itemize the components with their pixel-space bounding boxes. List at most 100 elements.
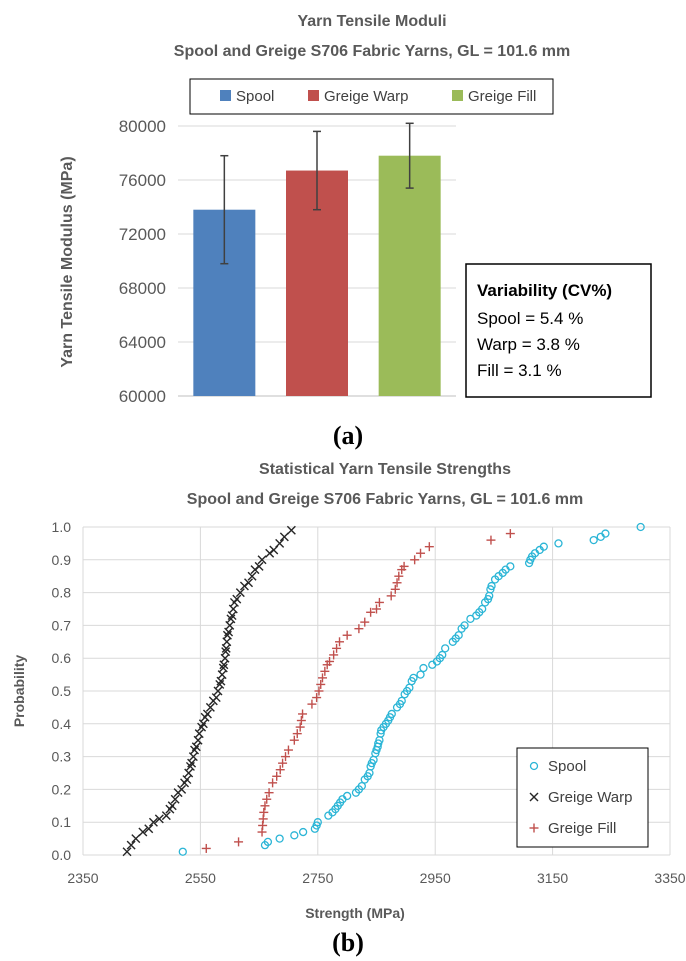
chart-b-point-greige-fill: [416, 548, 426, 558]
chart-b-point-greige-fill: [283, 745, 293, 755]
chart-a-legend-swatch: [452, 90, 463, 101]
chart-b-point-greige-warp: [126, 840, 136, 850]
chart-a-legend-swatch: [220, 90, 231, 101]
chart-b-point-greige-fill: [424, 542, 434, 552]
chart-b-point-greige-fill: [332, 643, 342, 653]
chart-b-point-spool: [454, 631, 463, 640]
chart-b-point-spool: [506, 562, 515, 571]
chart-b-point-greige-fill: [312, 693, 322, 703]
chart-b-point-greige-fill: [335, 637, 345, 647]
chart-a-legend: Spool Greige Warp Greige Fill: [189, 78, 554, 115]
chart-b: Statistical Yarn Tensile Strengths Spool…: [11, 461, 686, 957]
chart-b-point-greige-warp: [232, 594, 242, 604]
chart-b-point-greige-fill: [366, 607, 376, 617]
chart-b-point-greige-warp: [247, 571, 257, 581]
chart-b-point-greige-warp: [144, 824, 154, 834]
chart-b-point-greige-fill: [399, 561, 409, 571]
chart-a-panel-label: (a): [333, 421, 363, 450]
chart-b-point-greige-fill: [354, 624, 364, 634]
chart-b-point-spool: [419, 663, 428, 673]
chart-b-point-greige-warp: [211, 693, 221, 703]
chart-b-point-greige-warp: [161, 811, 171, 821]
chart-b-point-greige-fill: [292, 729, 302, 739]
chart-b-ytick-label: 0.7: [52, 617, 72, 633]
chart-b-point-greige-warp: [257, 555, 267, 565]
chart-b-point-greige-fill: [394, 571, 404, 581]
chart-b-point-greige-warp: [286, 525, 296, 535]
chart-b-point-spool: [487, 581, 496, 591]
chart-b-point-spool: [554, 539, 563, 548]
chart-a-variability-box: [465, 263, 652, 398]
chart-b-y-axis-title: Probability: [11, 655, 27, 728]
chart-b-ytick-label: 0.9: [52, 552, 72, 568]
chart-a-ytick-label: 60000: [119, 387, 166, 406]
chart-a-legend-swatch: [308, 90, 319, 101]
chart-b-point-spool: [409, 673, 418, 683]
chart-a-variability-warp: Warp = 3.8 %: [477, 335, 580, 354]
chart-b-point-spool: [313, 818, 322, 827]
chart-b-xtick-label: 2750: [302, 870, 333, 886]
chart-a-legend-label: Greige Fill: [468, 88, 536, 105]
chart-b-ytick-label: 0.0: [52, 847, 72, 863]
chart-b-point-greige-fill: [272, 771, 282, 781]
chart-a-variability-fill: Fill = 3.1 %: [477, 361, 562, 380]
chart-b-point-greige-warp: [279, 532, 289, 542]
chart-b-point-greige-warp: [275, 538, 285, 548]
chart-b-point-greige-fill: [298, 709, 308, 719]
chart-b-point-greige-fill: [329, 650, 339, 660]
chart-b-ytick-label: 0.1: [52, 814, 72, 830]
chart-b-ytick-label: 1.0: [52, 519, 72, 535]
chart-b-xtick-label: 2550: [185, 870, 216, 886]
chart-b-point-greige-fill: [314, 686, 324, 696]
chart-a-ytick-label: 76000: [119, 171, 166, 190]
chart-b-point-greige-fill: [390, 584, 400, 594]
chart-b-point-spool: [275, 834, 284, 843]
chart-b-ytick-label: 0.8: [52, 585, 72, 601]
chart-b-xtick-label: 2950: [420, 870, 451, 886]
chart-b-point-spool: [298, 827, 308, 837]
chart-a-y-axis-title: Yarn Tensile Modulus (MPa): [59, 156, 76, 367]
chart-a-legend-label: Greige Warp: [324, 88, 408, 105]
chart-b-point-greige-warp: [218, 663, 228, 673]
chart-b-legend-marker: [529, 761, 539, 771]
chart-a-ytick-label: 80000: [119, 117, 166, 136]
chart-b-point-greige-warp: [177, 784, 187, 794]
chart-a-legend-label: Spool: [236, 88, 274, 105]
chart-b-point-greige-warp: [191, 742, 201, 752]
chart-b-legend-marker: [529, 792, 539, 802]
chart-b-point-spool: [387, 709, 396, 719]
chart-b-point-greige-fill: [374, 597, 384, 607]
chart-b-point-greige-warp: [202, 709, 212, 719]
chart-b-point-greige-warp: [221, 647, 231, 657]
chart-b-point-spool: [460, 621, 469, 630]
chart-b-legend-label: Greige Warp: [548, 789, 632, 806]
chart-b-point-greige-warp: [122, 847, 132, 857]
chart-b-point-spool: [357, 781, 366, 791]
chart-a-ytick-label: 68000: [119, 279, 166, 298]
chart-b-point-greige-fill: [201, 843, 211, 853]
chart-b-point-spool: [589, 535, 598, 545]
chart-b-subtitle: Spool and Greige S706 Fabric Yarns, GL =…: [187, 491, 583, 508]
chart-b-point-spool: [539, 542, 548, 551]
chart-b-point-greige-fill: [295, 722, 305, 732]
chart-b-point-greige-warp: [254, 561, 264, 571]
chart-b-point-greige-warp: [170, 794, 180, 804]
chart-b-point-greige-warp: [194, 729, 204, 739]
chart-b-point-greige-warp: [184, 768, 194, 778]
chart-b-point-greige-warp: [131, 834, 141, 844]
chart-b-point-greige-warp: [187, 758, 197, 768]
chart-a-ytick-label: 72000: [119, 225, 166, 244]
chart-a-variability-spool: Spool = 5.4 %: [477, 309, 583, 328]
chart-b-x-axis-title: Strength (MPa): [305, 905, 405, 921]
chart-b-xtick-label: 3350: [654, 870, 685, 886]
chart-b-point-greige-warp: [167, 801, 177, 811]
chart-b-legend-label: Greige Fill: [548, 820, 616, 837]
chart-b-point-spool: [290, 831, 299, 840]
chart-b-point-greige-fill: [307, 699, 317, 709]
chart-b-point-spool: [601, 529, 610, 538]
chart-b-point-greige-fill: [296, 716, 306, 726]
chart-b-point-greige-fill: [410, 555, 420, 565]
chart-b-point-greige-warp: [235, 588, 245, 598]
chart-b-point-greige-fill: [268, 778, 278, 788]
